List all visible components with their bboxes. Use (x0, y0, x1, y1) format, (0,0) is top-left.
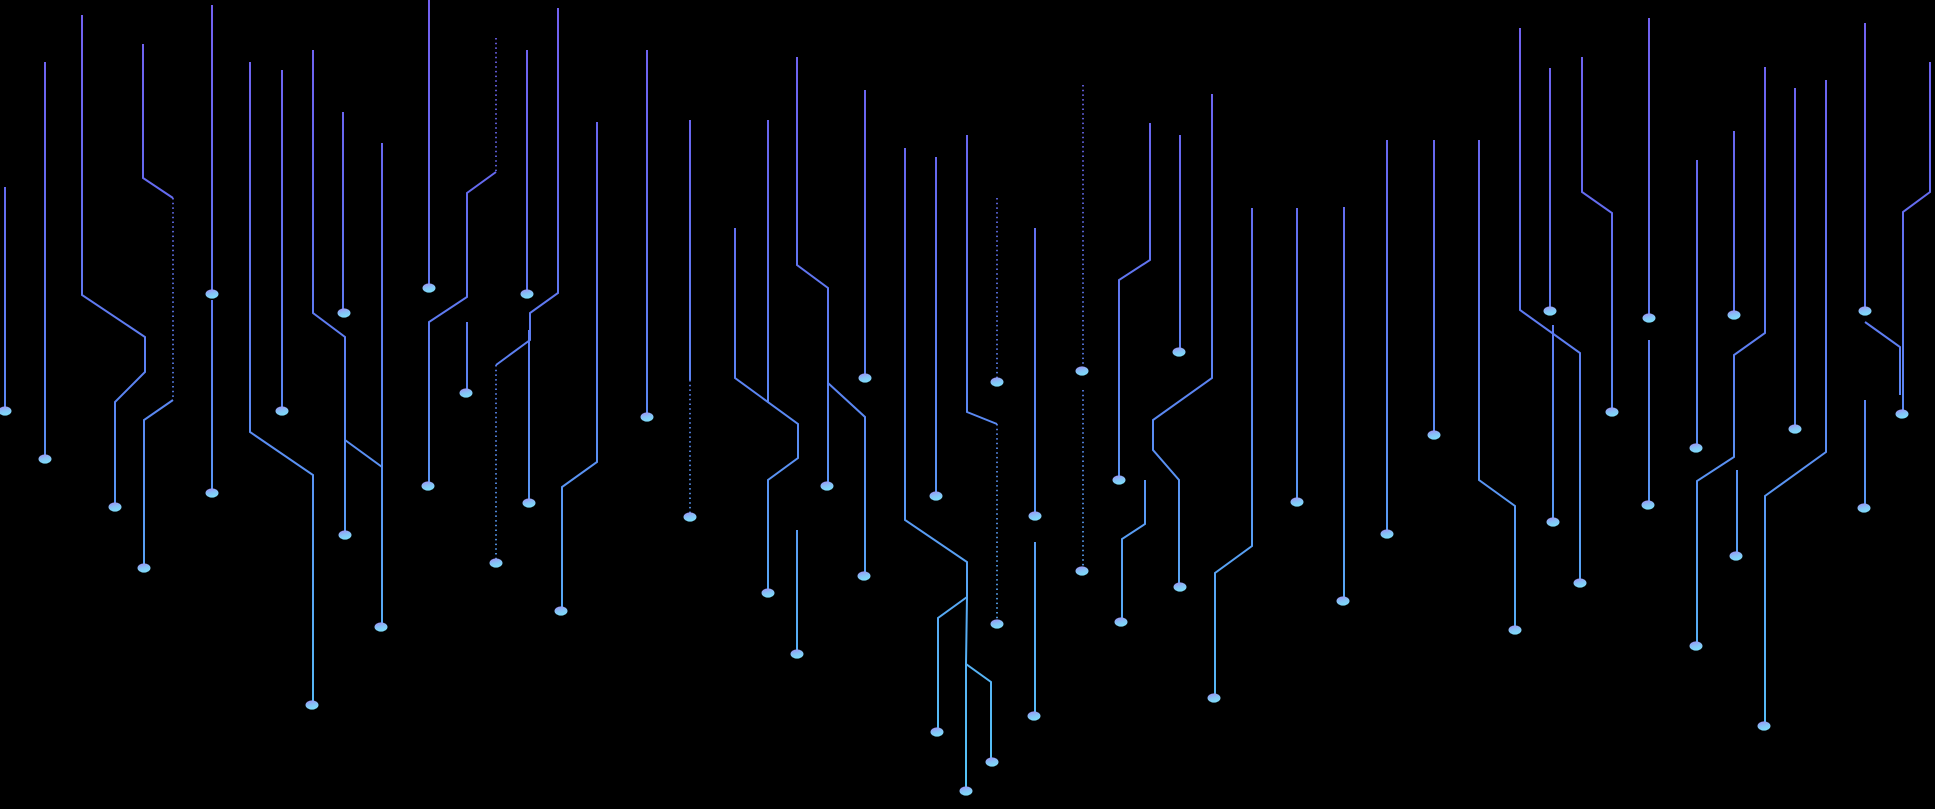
node-dot (858, 373, 872, 383)
node-dot (1543, 306, 1557, 316)
node-dot (640, 412, 654, 422)
circuit-trace (1118, 123, 1151, 479)
circuit-trace (1214, 208, 1253, 697)
node-dot (1075, 566, 1089, 576)
node-dot (275, 406, 289, 416)
node-dot (337, 308, 351, 318)
circuit-trace (344, 439, 383, 468)
circuit-trace (142, 44, 174, 199)
circuit-trace (428, 171, 497, 485)
node-dot (857, 571, 871, 581)
circuit-trace (1478, 140, 1516, 629)
node-dot (1788, 424, 1802, 434)
node-dot (1508, 625, 1522, 635)
circuit-trace (827, 382, 866, 575)
circuit-trace (734, 228, 799, 592)
circuit-trace (964, 596, 992, 761)
node-dot (520, 289, 534, 299)
node-dot (761, 588, 775, 598)
node-dot (108, 502, 122, 512)
node-dot (1380, 529, 1394, 539)
node-dot (522, 498, 536, 508)
node-dot (1075, 366, 1089, 376)
circuit-trace (796, 57, 829, 485)
node-dot (1028, 511, 1042, 521)
circuit-trace (1902, 62, 1931, 413)
circuit-trace (561, 122, 598, 610)
node-dot (990, 377, 1004, 387)
node-dot (421, 481, 435, 491)
node-dot (683, 512, 697, 522)
circuit-trace (1581, 57, 1613, 411)
circuit-trace (495, 8, 559, 366)
circuit-trace (143, 399, 174, 567)
circuit-trace (904, 148, 968, 731)
node-dot (1857, 503, 1871, 513)
node-dot (1605, 407, 1619, 417)
node-dot (929, 491, 943, 501)
node-dot (1729, 551, 1743, 561)
node-dot (137, 563, 151, 573)
node-dot (489, 558, 503, 568)
node-dot (1727, 310, 1741, 320)
node-dot (985, 757, 999, 767)
circuit-trace (81, 15, 146, 506)
node-dot (554, 606, 568, 616)
node-dot (820, 481, 834, 491)
node-dot (1641, 500, 1655, 510)
node-dot (1757, 721, 1771, 731)
node-dot (1290, 497, 1304, 507)
node-dot (1112, 475, 1126, 485)
node-dot (205, 289, 219, 299)
node-dot (38, 454, 52, 464)
node-dot (930, 727, 944, 737)
node-dot (1895, 409, 1909, 419)
node-dot (205, 488, 219, 498)
node-dot (790, 649, 804, 659)
node-dot (0, 406, 12, 416)
node-dot (1027, 711, 1041, 721)
node-dot (1427, 430, 1441, 440)
node-dot (1546, 517, 1560, 527)
node-dot (374, 622, 388, 632)
node-dot (1689, 443, 1703, 453)
node-dot (959, 786, 973, 796)
circuit-trace (1864, 321, 1901, 395)
node-dot (1172, 347, 1186, 357)
circuit-trace (1696, 67, 1766, 645)
node-dot (1114, 617, 1128, 627)
circuit-trace (1764, 80, 1827, 725)
node-dot (338, 530, 352, 540)
node-dot (1336, 596, 1350, 606)
node-dot (459, 388, 473, 398)
circuit-trace (1152, 94, 1213, 586)
node-dot (305, 700, 319, 710)
node-dot (1207, 693, 1221, 703)
circuit-trace (249, 62, 314, 704)
node-dot (1173, 582, 1187, 592)
node-dot (1689, 641, 1703, 651)
node-dot (1858, 306, 1872, 316)
node-dot (1573, 578, 1587, 588)
circuit-trace (1121, 480, 1146, 621)
node-dot (1642, 313, 1656, 323)
circuit-trace (966, 135, 998, 425)
node-dot (990, 619, 1004, 629)
circuit-trace (312, 50, 346, 534)
node-dot (422, 283, 436, 293)
circuit-trace (1519, 28, 1581, 582)
